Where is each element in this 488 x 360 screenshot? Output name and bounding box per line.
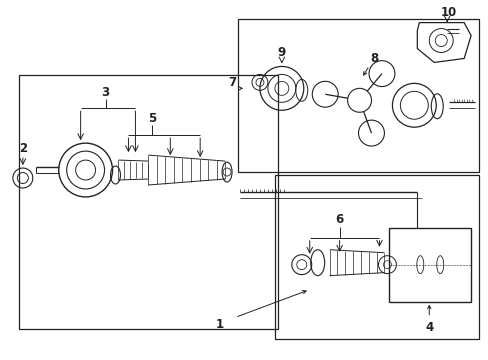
Text: 6: 6 [335, 213, 343, 226]
Text: 9: 9 [277, 46, 285, 59]
Text: 5: 5 [148, 112, 156, 125]
Text: 4: 4 [424, 321, 432, 334]
Text: 1: 1 [216, 318, 224, 331]
Text: 8: 8 [369, 52, 378, 65]
Text: 7: 7 [227, 76, 236, 89]
Text: 3: 3 [102, 86, 109, 99]
Text: 2: 2 [19, 141, 27, 155]
Text: 10: 10 [440, 6, 456, 19]
